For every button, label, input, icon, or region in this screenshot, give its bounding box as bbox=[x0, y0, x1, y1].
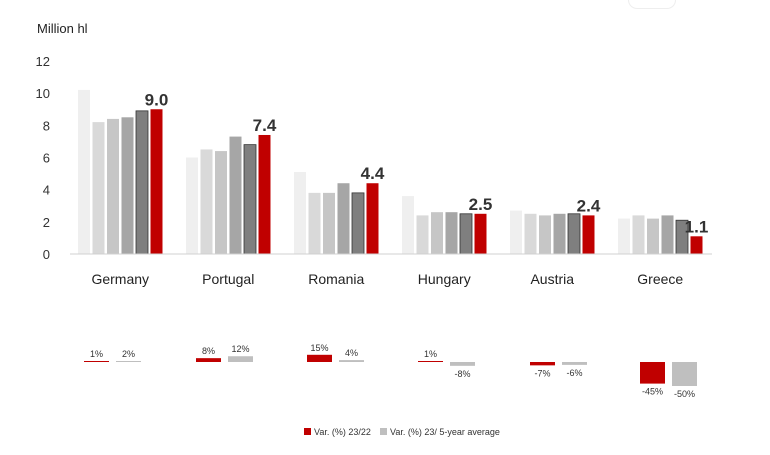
var-23-22-bar-hungary bbox=[418, 361, 443, 362]
var-23-5y-bar-austria-label: -6% bbox=[566, 368, 582, 378]
bar-germany-0 bbox=[78, 89, 90, 254]
bar-austria-2 bbox=[539, 215, 551, 254]
bar-greece-1 bbox=[632, 215, 645, 254]
bar-austria-5 bbox=[582, 215, 595, 254]
bar-portugal-5 bbox=[258, 134, 271, 254]
bar-romania-5 bbox=[366, 183, 379, 254]
bar-romania-1 bbox=[308, 192, 321, 254]
data-label-hungary: 2.5 bbox=[469, 195, 493, 214]
category-label-hungary: Hungary bbox=[418, 271, 471, 287]
var-23-5y-bar-germany bbox=[116, 361, 141, 362]
var-23-5y-bar-austria bbox=[562, 362, 587, 365]
legend: Var. (%) 23/22 Var. (%) 23/ 5-year avera… bbox=[304, 427, 500, 437]
var-23-22-bar-greece-label: -45% bbox=[642, 387, 663, 397]
bar-austria-3 bbox=[553, 213, 566, 254]
data-labels: 9.0 7.4 4.4 2.5 2.4 1.1 bbox=[145, 90, 709, 236]
y-tick-label: 4 bbox=[43, 183, 50, 198]
bar-hungary-3 bbox=[445, 212, 458, 254]
var-23-22-bar-portugal-label: 8% bbox=[202, 346, 215, 356]
bar-romania-2 bbox=[323, 192, 335, 254]
bar-hungary-2 bbox=[431, 212, 443, 254]
category-label-greece: Greece bbox=[637, 271, 683, 287]
bar-portugal-0 bbox=[186, 157, 198, 254]
bar-greece-2 bbox=[647, 218, 659, 254]
bar-romania-0 bbox=[294, 171, 306, 254]
data-label-romania: 4.4 bbox=[361, 164, 385, 183]
bar-portugal-4 bbox=[243, 144, 257, 255]
var-23-5y-bar-romania-label: 4% bbox=[345, 348, 358, 358]
category-label-portugal: Portugal bbox=[202, 271, 254, 287]
bar-romania-3 bbox=[337, 183, 350, 254]
legend-label-var-23-22: Var. (%) 23/22 bbox=[314, 427, 371, 437]
var-23-5y-bar-hungary-label: -8% bbox=[454, 369, 470, 379]
y-axis-unit-label: Million hl bbox=[37, 21, 88, 36]
var-23-22-bar-portugal bbox=[196, 358, 221, 362]
bar-portugal-2 bbox=[215, 151, 227, 254]
bar-portugal-3 bbox=[229, 136, 242, 254]
legend-swatch-var-23-22 bbox=[304, 428, 311, 435]
bar-germany-3 bbox=[121, 117, 134, 255]
bar-portugal-1 bbox=[200, 149, 213, 254]
var-23-5y-bar-germany-label: 2% bbox=[122, 349, 135, 359]
category-labels: Germany Portugal Romania Hungary Austria Gree… bbox=[91, 271, 683, 287]
bar-groups bbox=[78, 89, 703, 255]
bar-greece-0 bbox=[618, 218, 630, 254]
legend-swatch-var-23-5y bbox=[380, 428, 387, 435]
y-tick-label: 2 bbox=[43, 215, 50, 230]
data-label-germany: 9.0 bbox=[145, 90, 169, 109]
legend-label-var-23-5y: Var. (%) 23/ 5-year average bbox=[390, 427, 500, 437]
bar-germany-5 bbox=[150, 109, 163, 254]
y-tick-label: 0 bbox=[43, 247, 50, 262]
var-23-22-bar-greece bbox=[640, 362, 665, 384]
var-23-5y-bar-portugal-label: 12% bbox=[231, 344, 249, 354]
variation-bars: 1% 2% 8% 12% 15% 4% 1% -8% -7% -6% -45% -50% bbox=[84, 343, 697, 399]
bar-germany-1 bbox=[92, 122, 105, 254]
y-axis-ticks: 0 2 4 6 8 10 12 bbox=[36, 54, 50, 262]
data-label-portugal: 7.4 bbox=[253, 116, 277, 135]
var-23-5y-bar-romania bbox=[339, 360, 364, 362]
bar-greece-5 bbox=[690, 236, 703, 254]
var-23-5y-bar-hungary bbox=[450, 362, 475, 366]
bar-germany-2 bbox=[107, 118, 119, 255]
y-tick-label: 10 bbox=[36, 86, 50, 101]
bar-austria-0 bbox=[510, 210, 522, 254]
var-23-22-bar-germany-label: 1% bbox=[90, 349, 103, 359]
y-tick-label: 6 bbox=[43, 151, 50, 166]
bar-hungary-5 bbox=[474, 213, 487, 254]
var-23-22-bar-austria bbox=[530, 362, 555, 366]
category-label-germany: Germany bbox=[91, 271, 149, 287]
bar-hungary-0 bbox=[402, 196, 414, 254]
var-23-5y-bar-portugal bbox=[228, 356, 253, 362]
bar-germany-4 bbox=[135, 110, 149, 255]
var-23-22-bar-austria-label: -7% bbox=[534, 368, 550, 378]
bar-hungary-4 bbox=[459, 213, 473, 255]
var-23-22-bar-germany bbox=[84, 361, 109, 362]
var-23-22-bar-romania-label: 15% bbox=[310, 343, 328, 353]
bar-hungary-1 bbox=[416, 215, 429, 254]
bar-greece-3 bbox=[661, 215, 674, 254]
y-tick-label: 8 bbox=[43, 118, 50, 133]
var-23-5y-bar-greece-label: -50% bbox=[674, 389, 695, 399]
bar-romania-4 bbox=[351, 192, 365, 255]
category-label-romania: Romania bbox=[308, 271, 364, 287]
y-tick-label: 12 bbox=[36, 54, 50, 69]
bar-austria-1 bbox=[524, 213, 537, 254]
data-label-greece: 1.1 bbox=[685, 217, 709, 236]
var-23-22-bar-romania bbox=[307, 354, 332, 362]
var-23-5y-bar-greece bbox=[672, 362, 697, 386]
bar-austria-4 bbox=[567, 213, 581, 255]
var-23-22-bar-hungary-label: 1% bbox=[424, 349, 437, 359]
category-label-austria: Austria bbox=[530, 271, 574, 287]
data-label-austria: 2.4 bbox=[577, 196, 601, 215]
